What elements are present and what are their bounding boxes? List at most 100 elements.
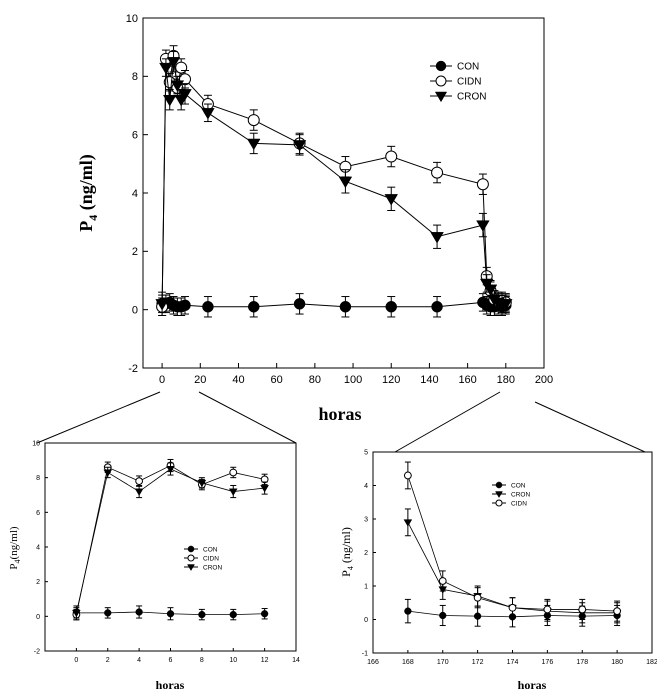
y-tick-label: 5: [364, 449, 368, 456]
x-tick-label: 0: [74, 657, 78, 664]
data-point-cron: [499, 299, 513, 311]
legend-marker-cidn: [435, 75, 447, 87]
x-tick-label: 0: [159, 374, 165, 386]
data-point-con: [439, 611, 447, 620]
data-point-cron: [170, 80, 185, 92]
x-tick-label: 170: [437, 659, 449, 666]
y-axis-label: P4 (ng/ml): [76, 154, 100, 232]
y-ticks: -2 0 2 4 6 8 10: [126, 13, 148, 375]
x-tick-label: 12: [261, 657, 269, 664]
y-tick-label: 10: [32, 440, 40, 447]
zoom-line-left-b: [198, 391, 297, 444]
y-tick-label: 8: [36, 475, 40, 482]
legend-marker-con: [435, 60, 447, 72]
series-line-cron: [161, 61, 506, 305]
x-tick-label: 172: [472, 659, 484, 666]
legend: CON CIDN CRON: [184, 545, 222, 571]
series-cidn: [403, 461, 622, 622]
zoom-chart-late: 166 168 170 172 174 176 178 180 182 -1 0 1 2 3 4 5 hor…: [339, 449, 657, 691]
legend-label: CRON: [203, 564, 222, 571]
data-point-cidn: [247, 114, 260, 127]
x-tick-label: 180: [497, 374, 515, 386]
data-point-cron: [403, 519, 413, 527]
y-axis-label: P4(ng/ml): [8, 526, 22, 569]
x-tick-label: 8: [200, 657, 204, 664]
data-point-cidn: [578, 605, 587, 614]
series-cidn: [72, 458, 269, 621]
y-tick-label: -2: [128, 363, 138, 375]
y-tick-label: 10: [126, 13, 138, 25]
data-point-cron: [159, 62, 173, 75]
zoom-chart-early: 0 2 4 6 8 10 12 14 -2 0 2 4 6 8 10 horas P4(ng/ml) CO…: [8, 440, 300, 691]
data-point-con: [198, 610, 206, 619]
data-point-cron: [246, 138, 261, 151]
x-tick-label: 2: [106, 657, 110, 664]
data-point-cron: [178, 89, 192, 101]
zoom-line-right-b: [534, 401, 646, 453]
x-tick-label: 160: [458, 374, 476, 386]
legend-label: CIDN: [457, 77, 481, 88]
x-tick-label: 20: [194, 374, 206, 386]
x-tick-label: 120: [382, 374, 400, 386]
data-point-cron: [228, 488, 238, 496]
series-line-cidn: [161, 55, 506, 307]
x-ticks: 0 20 40 60 80 100 120 140 160 180 200: [159, 363, 553, 386]
y-tick-label: -1: [362, 650, 368, 657]
legend-label: CRON: [457, 92, 486, 103]
data-point-cidn: [438, 577, 447, 585]
x-tick-label: 180: [611, 659, 623, 666]
series-con: [156, 291, 512, 318]
x-tick-label: 168: [402, 659, 414, 666]
legend-marker-cron: [434, 91, 448, 103]
x-tick-label: 182: [646, 659, 657, 666]
legend: CON CRON CIDN: [492, 481, 530, 507]
y-tick-label: 4: [132, 188, 138, 200]
data-point-cron: [292, 140, 307, 152]
y-tick-label: 6: [36, 510, 40, 517]
legend-marker-con: [495, 481, 503, 489]
data-point-cron: [166, 466, 175, 474]
data-point-cron: [476, 220, 490, 232]
data-point-cron: [197, 479, 207, 488]
data-point-cron: [103, 469, 113, 477]
data-point-con: [385, 301, 397, 313]
x-tick-label: 100: [344, 374, 362, 386]
data-point-cron: [166, 57, 181, 69]
data-point-cidn: [385, 150, 398, 163]
y-tick-label: 2: [364, 550, 368, 557]
data-point-con: [229, 610, 237, 619]
data-point-con: [260, 610, 269, 618]
zoom-line-left-a: [36, 391, 161, 444]
x-tick-label: 178: [576, 659, 588, 666]
legend-label: CON: [203, 546, 218, 553]
series-layer: [155, 45, 513, 318]
data-point-cron: [134, 488, 144, 496]
legend-entry-cidn: CIDN: [492, 499, 527, 507]
y-tick-label: 4: [36, 544, 40, 551]
legend-marker-con: [187, 545, 195, 553]
x-axis-label: horas: [156, 678, 185, 691]
legend-entry-cron: CRON: [430, 92, 486, 103]
y-ticks: -2 0 2 4 6 8 10: [32, 440, 48, 655]
y-tick-label: 3: [364, 516, 368, 523]
x-tick-label: 80: [309, 374, 321, 386]
y-tick-label: 0: [364, 617, 368, 624]
data-point-con: [179, 299, 191, 312]
data-point-cidn: [613, 607, 622, 616]
legend-entry-con: CON: [430, 60, 479, 73]
series-layer: [72, 458, 269, 621]
data-point-cron: [155, 299, 169, 311]
y-tick-label: -2: [34, 648, 40, 655]
x-axis-label: horas: [318, 404, 361, 424]
x-tick-label: 200: [535, 374, 553, 386]
data-point-cron: [162, 94, 177, 107]
series-cron: [155, 51, 513, 314]
series-line-con: [162, 301, 506, 308]
x-tick-label: 140: [420, 374, 438, 386]
legend-entry-cidn: CIDN: [184, 554, 219, 562]
data-point-con: [404, 607, 412, 615]
y-tick-label: 1: [364, 583, 368, 590]
data-point-cron: [201, 108, 215, 120]
legend-marker-cron: [495, 491, 503, 499]
